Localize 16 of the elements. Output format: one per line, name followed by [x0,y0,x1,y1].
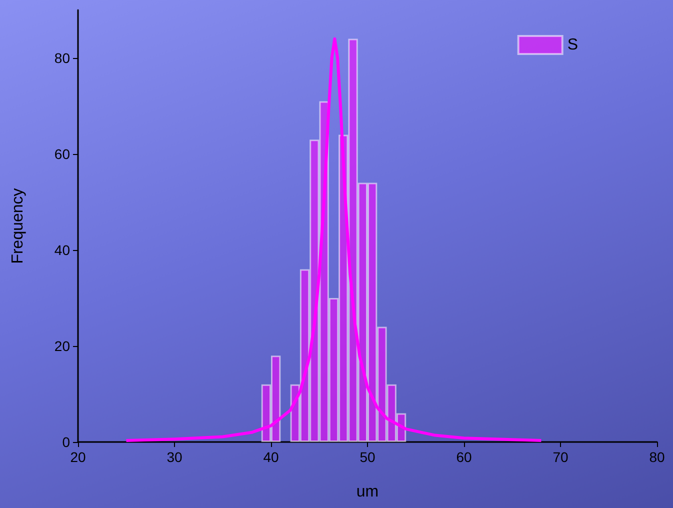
y-tick-label: 80 [54,50,70,66]
legend-label: S [567,36,578,54]
y-tick-label: 40 [54,242,70,258]
x-tick-label: 20 [70,449,86,465]
x-axis-title: um [356,484,379,500]
x-tick-label: 30 [166,449,182,465]
y-tick-label: 60 [54,146,70,162]
x-tick-label: 50 [360,449,376,465]
y-tick-label: 0 [62,434,70,450]
line-series [124,37,543,442]
y-tick-label: 20 [54,338,70,354]
x-tick-label: 60 [456,449,472,465]
x-tick-label: 80 [649,449,665,465]
x-tick-label: 40 [263,449,279,465]
x-tick-label: 70 [552,449,568,465]
y-axis-title: Frequency [10,188,26,264]
